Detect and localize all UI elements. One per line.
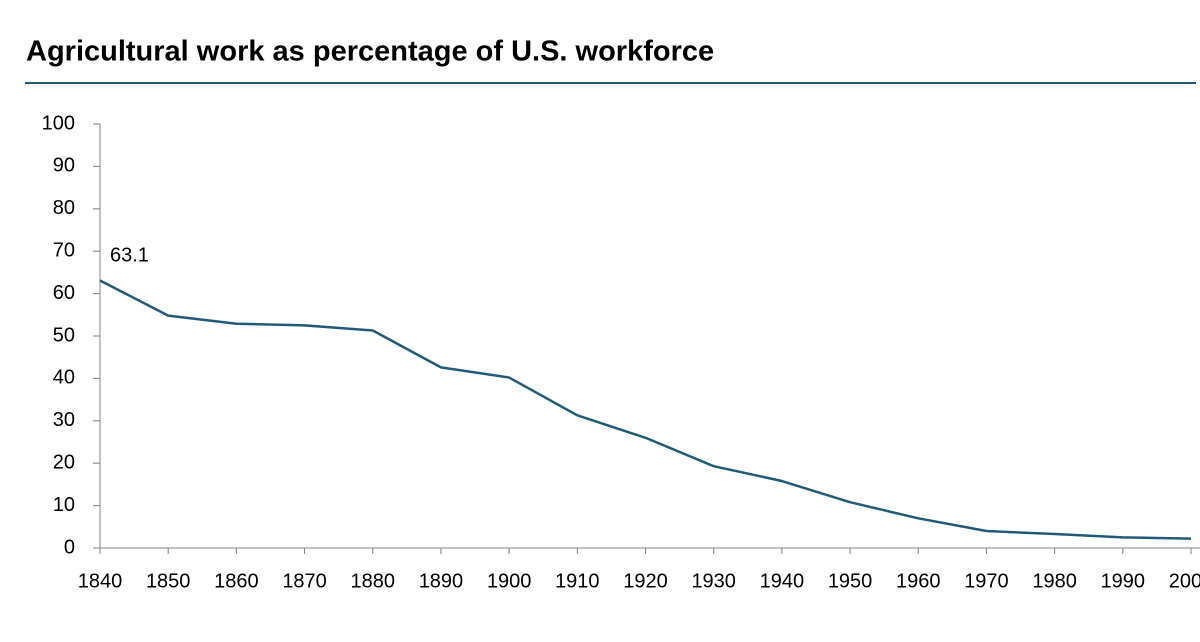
x-tick-label: 1990 (1101, 570, 1146, 592)
y-tick-label: 20 (53, 451, 75, 473)
y-tick-label: 30 (53, 409, 75, 431)
x-tick-label: 1910 (555, 570, 600, 592)
chart-title: Agricultural work as percentage of U.S. … (26, 36, 714, 68)
x-tick-label: 1970 (964, 570, 1009, 592)
y-tick-label: 0 (64, 536, 75, 558)
x-tick-label: 1870 (282, 570, 327, 592)
y-tick-label: 10 (53, 494, 75, 516)
y-tick-label: 70 (53, 239, 75, 261)
x-tick-label: 2000 (1169, 570, 1200, 592)
y-tick-label: 100 (42, 112, 75, 134)
x-tick-label: 1960 (896, 570, 941, 592)
x-tick-label: 1890 (419, 570, 464, 592)
x-tick-label: 1880 (351, 570, 396, 592)
y-tick-label: 90 (53, 155, 75, 177)
y-tick-label: 80 (53, 197, 75, 219)
y-tick-label: 50 (53, 324, 75, 346)
x-tick-label: 1850 (146, 570, 191, 592)
x-tick-label: 1980 (1032, 570, 1077, 592)
x-tick-label: 1940 (760, 570, 805, 592)
x-tick-label: 1950 (828, 570, 873, 592)
data-label: 63.1 (110, 245, 149, 267)
x-tick-label: 1930 (691, 570, 736, 592)
x-tick-label: 1900 (487, 570, 532, 592)
y-tick-label: 40 (53, 367, 75, 389)
series-line (99, 279, 1192, 540)
x-tick-label: 1920 (623, 570, 668, 592)
x-tick-label: 1860 (214, 570, 259, 592)
x-tick-label: 1840 (78, 570, 123, 592)
y-tick-label: 60 (53, 282, 75, 304)
